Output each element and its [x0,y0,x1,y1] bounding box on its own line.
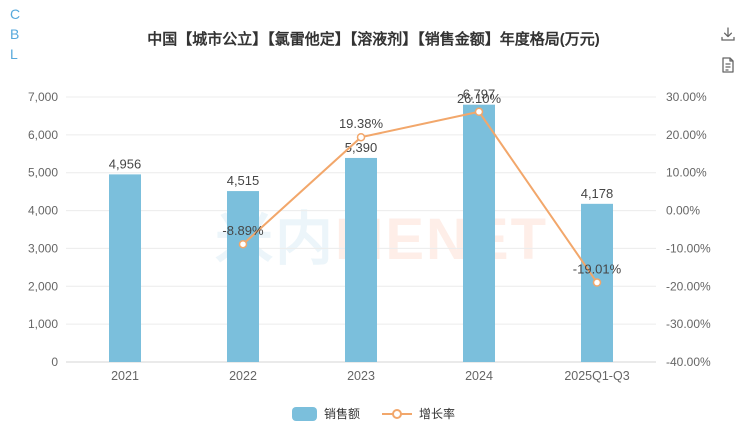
bar-swatch-icon [291,406,317,421]
growth-line [242,110,598,284]
left-axis-tick: 4,000 [28,204,58,218]
left-axis-tick: 0 [51,355,58,369]
right-axis-tick: 30.00% [666,90,707,104]
chart-canvas: 7,000 30.00% 6,000 20.00% 5,000 10.00% 4,000 0.… [28,87,711,383]
line-marker[interactable] [592,278,602,287]
x-axis-label: 2025Q1-Q3 [564,369,629,383]
right-axis-tick: -10.00% [666,241,711,255]
bar[interactable] [345,157,377,362]
legend-item-sales[interactable]: 销售额 [291,405,360,422]
right-axis-tick: -20.00% [666,279,711,293]
bar[interactable] [227,191,259,362]
growth-value-label: -8.89% [222,223,264,238]
right-axis-tick: -40.00% [666,355,711,369]
left-axis-tick: 2,000 [28,279,58,293]
chart-legend: 销售额 增长率 [0,405,747,422]
line-marker[interactable] [238,239,248,249]
left-axis-tick: 1,000 [28,317,58,331]
legend-label-growth: 增长率 [419,407,456,421]
x-axis-label: 2024 [465,369,493,383]
side-letter-c: C [10,6,21,22]
bar-value-label: 4,178 [581,186,614,201]
bar[interactable] [463,104,495,362]
line-marker[interactable] [356,132,366,142]
legend-item-growth[interactable]: 增长率 [382,405,455,422]
bar-value-label: 4,515 [227,173,260,188]
data-view-icon [718,57,738,78]
line-marker[interactable] [474,107,484,117]
right-axis-tick: 0.00% [666,204,700,218]
save-image-button[interactable] [717,24,739,46]
side-letter-l: L [10,46,18,62]
right-axis-tick: -30.00% [666,317,711,331]
x-axis-label: 2021 [111,369,139,383]
x-axis-label: 2022 [229,369,257,383]
chart-toolbox [717,24,739,76]
left-axis-tick: 7,000 [28,90,58,104]
left-axis-tick: 6,000 [28,128,58,142]
growth-value-label: 26.10% [457,91,502,106]
growth-value-label: -19.01% [573,262,622,277]
line-swatch-icon [382,407,412,421]
chart-title: 中国【城市公立】【氯雷他定】【溶液剂】【销售金额】年度格局(万元) [147,31,600,48]
left-axis-tick: 5,000 [28,166,58,180]
bar-value-label: 6,797 [463,87,496,102]
right-axis-tick: 20.00% [666,128,707,142]
right-axis-tick: 10.00% [666,166,707,180]
download-icon [718,27,738,48]
side-letter-b: B [10,26,20,42]
bar[interactable] [109,174,141,362]
bar-value-label: 4,956 [109,156,142,171]
left-axis-tick: 3,000 [28,241,58,255]
growth-value-label: 19.38% [339,116,384,131]
side-letters: C B L [10,4,20,64]
legend-label-sales: 销售额 [323,407,360,421]
data-view-button[interactable] [717,54,739,76]
x-axis-label: 2023 [347,369,375,383]
